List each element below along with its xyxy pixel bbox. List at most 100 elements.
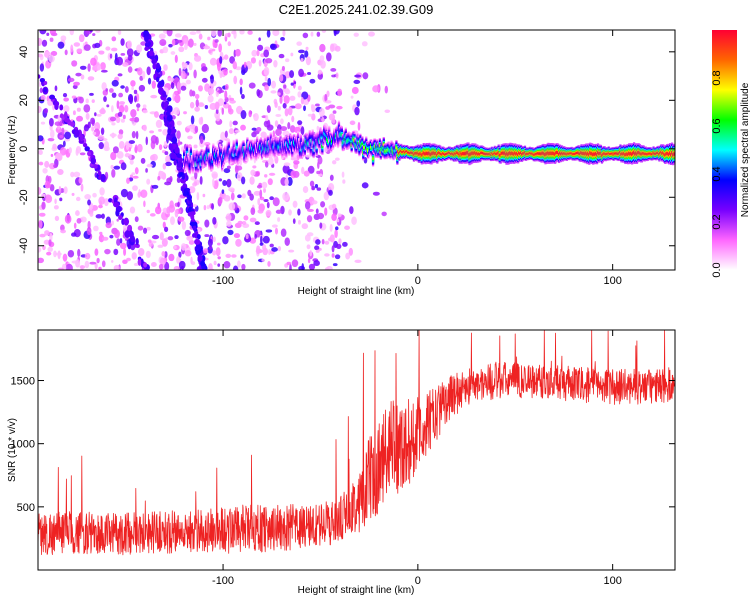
spectrogram-blob	[98, 204, 103, 209]
spectrogram-blob	[349, 206, 354, 215]
spectrogram-blob	[47, 246, 53, 252]
spectrogram-blob	[256, 184, 263, 189]
spectrogram-diagonal-blob	[137, 258, 142, 266]
spectrogram-blob	[204, 104, 209, 110]
spectrogram-blob	[120, 38, 125, 46]
spectrogram-blob	[164, 226, 169, 233]
spectrogram-blob	[315, 249, 320, 253]
spectrogram-diagonal-blob	[170, 152, 177, 160]
spectrogram-blob	[315, 208, 319, 214]
spectrogram-blob	[110, 151, 117, 161]
spectrogram-blob	[49, 129, 55, 139]
spectrogram-blob	[143, 227, 148, 234]
spectrogram-blob	[201, 123, 209, 134]
spectrogram-blob	[134, 167, 139, 175]
spectrogram-blob	[132, 185, 138, 191]
spectrogram-blob	[98, 234, 105, 243]
spectrogram-blob	[163, 140, 168, 148]
spectrogram-blob	[353, 79, 361, 84]
spectrogram-blob	[304, 201, 311, 210]
spectrogram-blob	[38, 187, 42, 195]
spectrogram-blob	[119, 242, 127, 250]
spectrogram-blob	[217, 89, 225, 93]
spectrogram-blob	[149, 213, 156, 217]
spectrogram-blob	[235, 48, 241, 57]
spectrogram-blob	[149, 130, 155, 134]
spectrogram-blob	[317, 69, 323, 75]
spectrogram-blob	[188, 186, 196, 194]
snr-y-tick-label: 1500	[11, 376, 35, 388]
spectrogram-blob	[42, 167, 48, 174]
spectrogram-blob	[124, 86, 129, 93]
spectrogram-blob	[332, 110, 337, 114]
spectrogram-blob	[119, 238, 123, 244]
spectrogram-blob	[55, 126, 62, 134]
spectrogram-diagonal-blob	[63, 111, 68, 119]
spectrogram-blob	[256, 49, 260, 57]
spectrogram-blob	[296, 41, 302, 46]
spectrogram-blob	[49, 30, 57, 36]
spectrogram-blob	[287, 106, 293, 116]
spectrogram-blob	[349, 120, 356, 126]
spectrogram-blob	[120, 85, 125, 89]
spectrogram-blob	[249, 193, 254, 201]
spectrogram-blob	[336, 105, 343, 110]
spectrogram-blob	[226, 165, 231, 170]
spectrogram-blob	[38, 212, 46, 217]
spectrogram-diagonal-blob	[197, 254, 203, 262]
spectrogram-blob	[277, 105, 281, 111]
spectrogram-blob	[111, 105, 114, 113]
spectrogram-blob	[302, 185, 309, 194]
spectrogram-diagonal-blob	[74, 129, 80, 137]
spectrogram-diagonal-blob	[155, 62, 161, 70]
spectrogram-blob	[39, 30, 47, 35]
spectrogram-blob	[309, 78, 316, 84]
spectrogram-blob	[113, 248, 119, 256]
spectrogram-blob	[101, 260, 106, 268]
spectrogram-blob	[176, 256, 181, 264]
spectrogram-blob	[212, 178, 215, 188]
spectrogram-track-cell	[673, 152, 675, 156]
spectrogram-blob	[115, 116, 121, 124]
spectrogram-diagonal-blob	[192, 233, 196, 238]
spectrogram-blob	[307, 113, 313, 117]
spectrogram-blob	[291, 115, 295, 123]
spectrogram-diagonal-blob	[135, 238, 139, 246]
spectrogram-blob	[124, 104, 129, 113]
spectrogram-blob	[280, 228, 287, 237]
spectrogram-blob	[268, 157, 274, 166]
spectrogram-blob	[192, 204, 197, 208]
spectrogram-blob	[254, 233, 257, 239]
spectrogram-blob	[158, 128, 162, 132]
spectrogram-diagonal-blob	[158, 80, 163, 86]
spectrogram-blob	[52, 143, 57, 150]
spectrogram-blob	[136, 107, 140, 112]
spectrogram-blob	[96, 113, 102, 117]
spectrogram-blob	[217, 30, 223, 37]
spectrogram-blob	[61, 127, 65, 136]
spectrogram-blob	[188, 239, 195, 245]
spectrogram-blob	[189, 101, 195, 109]
spectrogram-blob	[282, 192, 290, 201]
spectrogram-blob	[282, 102, 287, 109]
spectrogram-blob	[184, 43, 188, 50]
spectrogram-blob	[53, 205, 59, 210]
spectrogram-blob	[130, 80, 136, 87]
spectrogram-blob	[84, 260, 90, 269]
spectrogram-blob	[155, 119, 163, 129]
spectrogram-diagonal-blob	[147, 41, 151, 47]
spectrogram-blob	[151, 234, 160, 240]
spectrogram-blob	[207, 87, 215, 95]
spectrogram-blob	[168, 253, 175, 262]
colorbar: 0.00.20.40.60.8 Normalized spectral ampl…	[711, 30, 750, 278]
spectrogram-blob	[194, 181, 198, 186]
spectrogram-blob	[127, 66, 133, 73]
spectrogram-blob	[203, 248, 209, 254]
spectrogram-blob	[203, 45, 211, 50]
spectrogram-blob	[140, 189, 148, 198]
snr-x-tick-label: -100	[212, 575, 234, 587]
spectrogram-blob	[38, 53, 43, 58]
spectrogram-blob	[229, 69, 233, 74]
spectrogram-y-tick-label: 20	[18, 94, 30, 106]
